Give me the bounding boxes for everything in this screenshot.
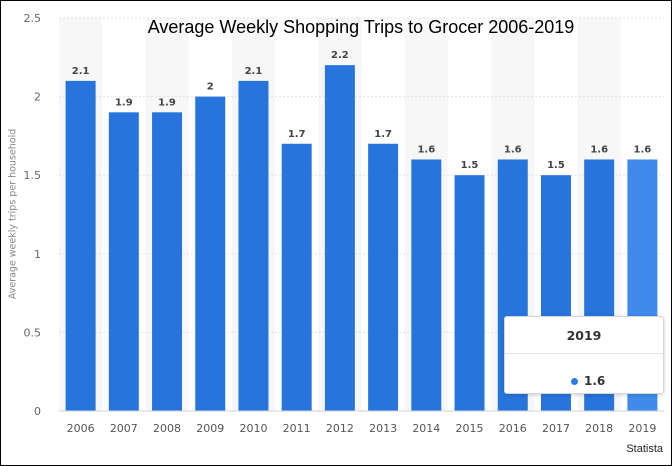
y-tick-label: 1 <box>34 248 41 261</box>
tooltip: 2019 1.6 <box>504 316 664 394</box>
x-tick-label: 2018 <box>585 422 613 435</box>
y-tick-label: 0.5 <box>24 326 42 339</box>
x-tick-label: 2015 <box>456 422 484 435</box>
chart-title: Average Weekly Shopping Trips to Grocer … <box>147 17 575 37</box>
x-tick-label: 2012 <box>326 422 354 435</box>
x-tick-label: 2019 <box>628 422 656 435</box>
data-label: 2.2 <box>331 50 349 61</box>
x-tick-label: 2013 <box>369 422 397 435</box>
data-label: 1.9 <box>158 97 176 108</box>
x-tick-label: 2010 <box>239 422 267 435</box>
tooltip-value: 1.6 <box>584 374 606 388</box>
x-tick-label: 2014 <box>412 422 440 435</box>
data-label: 1.5 <box>461 160 479 171</box>
data-label: 1.6 <box>590 144 608 155</box>
y-tick-label: 1.5 <box>24 169 42 182</box>
data-label: 1.6 <box>634 144 652 155</box>
x-tick-label: 2007 <box>110 422 138 435</box>
x-tick-label: 2009 <box>196 422 224 435</box>
data-label: 2.1 <box>245 66 263 77</box>
data-label: 1.6 <box>417 144 435 155</box>
x-tick-label: 2011 <box>283 422 311 435</box>
bar <box>195 96 226 411</box>
data-label: 1.7 <box>288 129 306 140</box>
bar <box>65 80 96 411</box>
source-credit[interactable]: Statista <box>626 443 663 455</box>
bar <box>152 112 183 411</box>
y-tick-label: 2.5 <box>24 12 42 25</box>
y-axis-label: Average weekly trips per household <box>7 128 19 300</box>
data-label: 2.1 <box>72 66 90 77</box>
tooltip-series-dot-icon <box>571 378 578 385</box>
bar <box>324 65 355 411</box>
data-label: 1.7 <box>374 129 392 140</box>
data-label: 1.5 <box>547 160 565 171</box>
bar <box>108 112 139 411</box>
data-label: 1.6 <box>504 144 522 155</box>
y-tick-label: 2 <box>34 91 41 104</box>
x-tick-label: 2008 <box>153 422 181 435</box>
y-tick-label: 0 <box>34 405 41 418</box>
x-tick-label: 2017 <box>542 422 570 435</box>
data-label: 1.9 <box>115 97 133 108</box>
bar <box>411 159 442 411</box>
tooltip-divider <box>505 353 663 354</box>
bar <box>454 175 485 411</box>
bar <box>281 143 312 411</box>
bar <box>238 80 269 411</box>
x-tick-label: 2016 <box>499 422 527 435</box>
data-label: 2 <box>207 82 214 93</box>
x-tick-label: 2006 <box>67 422 95 435</box>
bar <box>368 143 399 411</box>
tooltip-title: 2019 <box>566 328 602 343</box>
